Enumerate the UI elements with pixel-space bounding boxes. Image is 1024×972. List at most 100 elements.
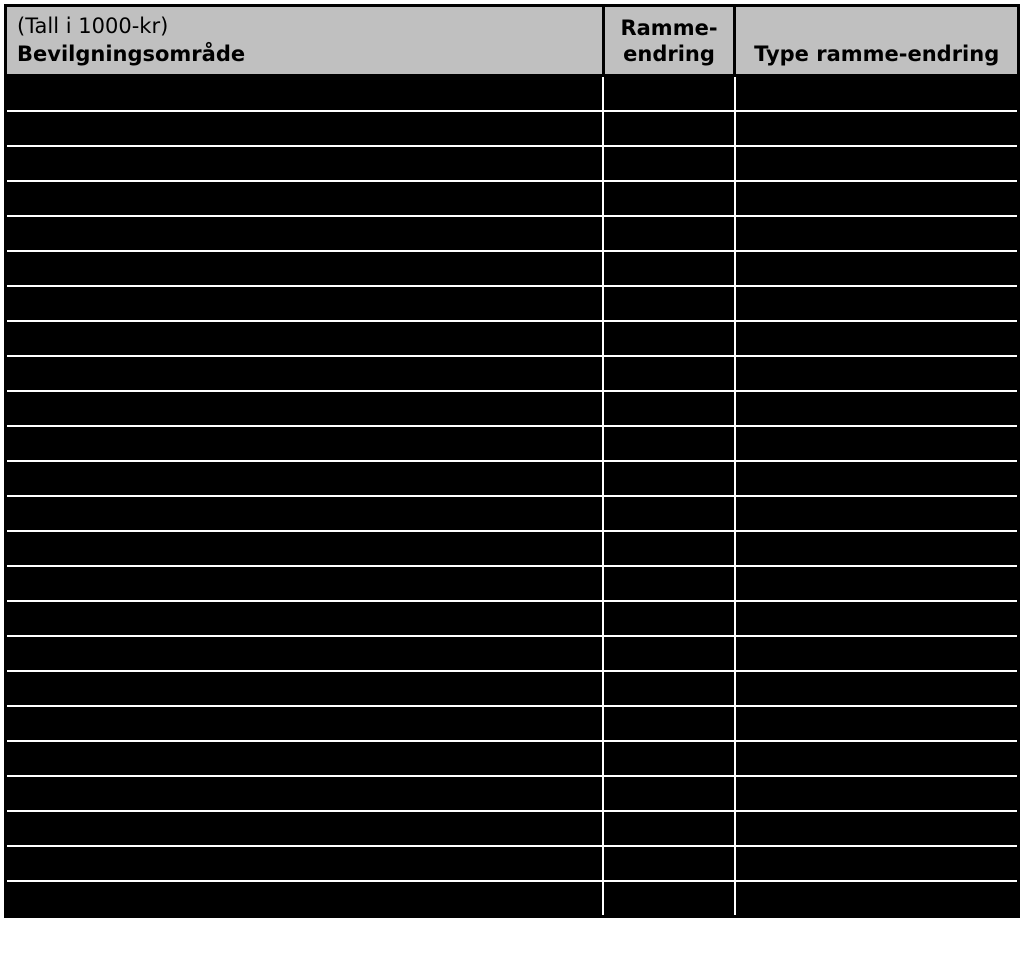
table-cell [603, 776, 735, 811]
table-cell [735, 321, 1019, 356]
table-cell [6, 251, 604, 286]
table-cell [603, 811, 735, 846]
table-row [6, 496, 1019, 531]
col-header-2-title: Ramme-endring [620, 16, 717, 66]
table-cell [6, 636, 604, 671]
table-cell [735, 146, 1019, 181]
page: (Tall i 1000-kr) Bevilgningsområde Ramme… [0, 0, 1024, 972]
budget-table: (Tall i 1000-kr) Bevilgningsområde Ramme… [4, 4, 1020, 918]
col-header-3: Type ramme-endring [735, 6, 1019, 76]
table-cell [6, 531, 604, 566]
table-cell [6, 741, 604, 776]
table-cell [735, 741, 1019, 776]
table-row [6, 216, 1019, 251]
table-row [6, 391, 1019, 426]
table-cell [603, 496, 735, 531]
table-cell [735, 671, 1019, 706]
table-cell [735, 426, 1019, 461]
table-row [6, 706, 1019, 741]
table-row [6, 146, 1019, 181]
table-row [6, 741, 1019, 776]
table-cell [6, 111, 604, 146]
table-row [6, 426, 1019, 461]
table-row [6, 461, 1019, 496]
table-cell [735, 496, 1019, 531]
table-cell [735, 846, 1019, 881]
table-row [6, 636, 1019, 671]
table-cell [603, 461, 735, 496]
col-header-3-title: Type ramme-endring [754, 42, 999, 66]
table-cell [603, 426, 735, 461]
table-row [6, 811, 1019, 846]
table-row [6, 846, 1019, 881]
table-cell [603, 286, 735, 321]
table-cell [603, 566, 735, 601]
table-row [6, 181, 1019, 216]
table-cell [603, 846, 735, 881]
col-header-1-subtitle: (Tall i 1000-kr) [17, 13, 592, 39]
table-cell [603, 706, 735, 741]
col-header-2: Ramme-endring [603, 6, 735, 76]
table-cell [735, 601, 1019, 636]
table-cell [6, 776, 604, 811]
table-cell [603, 636, 735, 671]
table-cell [735, 566, 1019, 601]
table-row [6, 531, 1019, 566]
table-cell [735, 111, 1019, 146]
table-row [6, 356, 1019, 391]
table-cell [735, 776, 1019, 811]
table-cell [603, 356, 735, 391]
table-cell [6, 496, 604, 531]
table-cell [603, 146, 735, 181]
table-cell [6, 566, 604, 601]
table-row [6, 671, 1019, 706]
table-row [6, 601, 1019, 636]
table-header: (Tall i 1000-kr) Bevilgningsområde Ramme… [6, 6, 1019, 76]
table-cell [6, 356, 604, 391]
table-cell [603, 216, 735, 251]
table-cell [603, 531, 735, 566]
table-cell [735, 286, 1019, 321]
table-cell [6, 216, 604, 251]
table-cell [735, 531, 1019, 566]
table-cell [603, 391, 735, 426]
table-cell [6, 881, 604, 917]
table-cell [735, 636, 1019, 671]
table-row [6, 75, 1019, 111]
table-row [6, 321, 1019, 356]
table-cell [6, 321, 604, 356]
table-cell [6, 706, 604, 741]
table-row [6, 286, 1019, 321]
table-cell [6, 391, 604, 426]
table-cell [603, 321, 735, 356]
table-cell [603, 75, 735, 111]
table-cell [603, 601, 735, 636]
table-cell [6, 601, 604, 636]
table-body [6, 75, 1019, 916]
col-header-1-title: Bevilgningsområde [17, 42, 245, 66]
table-cell [6, 181, 604, 216]
table-row [6, 251, 1019, 286]
table-cell [735, 706, 1019, 741]
table-cell [735, 251, 1019, 286]
table-cell [735, 881, 1019, 917]
table-cell [603, 881, 735, 917]
table-cell [735, 391, 1019, 426]
table-cell [735, 356, 1019, 391]
table-cell [603, 111, 735, 146]
table-cell [6, 146, 604, 181]
table-cell [6, 671, 604, 706]
table-cell [603, 181, 735, 216]
table-cell [735, 811, 1019, 846]
table-row [6, 111, 1019, 146]
table-cell [735, 181, 1019, 216]
table-cell [6, 426, 604, 461]
table-cell [735, 216, 1019, 251]
table-cell [6, 846, 604, 881]
table-cell [735, 75, 1019, 111]
table-cell [6, 75, 604, 111]
table-cell [603, 741, 735, 776]
table-row [6, 566, 1019, 601]
table-row [6, 881, 1019, 917]
table-cell [735, 461, 1019, 496]
